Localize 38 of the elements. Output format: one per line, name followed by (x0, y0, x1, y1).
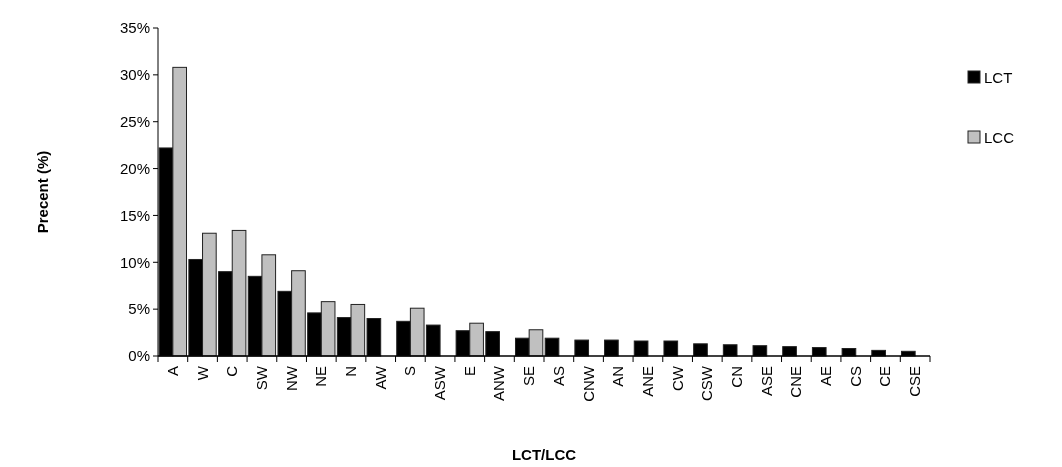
y-tick-label: 10% (119, 253, 150, 271)
x-tick-label: CS (846, 366, 864, 387)
x-tick-label: SE (520, 366, 538, 387)
x-tick-label: N (342, 366, 359, 377)
x-axis-title: LCT/LCC (511, 446, 577, 463)
x-tick-label: CN (728, 366, 745, 388)
y-axis-title: Precent (%) (34, 150, 51, 234)
x-tick-label: CSE (906, 366, 924, 397)
x-tick-label: E (460, 366, 478, 377)
legend-label: LCC (984, 129, 1015, 147)
x-tick-label: AN (609, 366, 627, 387)
y-tick-label: 35% (119, 19, 150, 37)
x-tick-label: ANE (638, 366, 656, 397)
x-tick-label: ANW (490, 365, 508, 401)
x-tick-label: A (163, 366, 181, 377)
x-tick-label: NW (282, 365, 300, 391)
x-tick-label: CE (876, 366, 894, 387)
legend-label: LCT (984, 69, 1013, 87)
x-tick-label: AE (817, 366, 835, 387)
y-tick-label: 5% (128, 300, 150, 318)
y-tick-label: 30% (119, 66, 150, 84)
y-tick-label: 25% (119, 112, 150, 130)
x-tick-label: CSW (698, 365, 716, 401)
x-tick-label: SW (252, 365, 270, 391)
x-tick-label: AS (549, 366, 567, 387)
x-tick-label: AW (371, 365, 389, 390)
x-tick-label: ASW (431, 365, 449, 401)
y-tick-label: 0% (128, 347, 150, 365)
x-tick-label: W (193, 365, 211, 381)
y-tick-label: 20% (119, 159, 150, 177)
x-tick-label: S (401, 366, 419, 377)
x-tick-label: CNW (579, 365, 597, 402)
x-tick-label: C (223, 365, 241, 377)
x-tick-label: NE (312, 366, 330, 387)
y-tick-label: 15% (119, 206, 150, 224)
x-tick-label: CNE (787, 366, 805, 398)
x-tick-label: ASE (757, 366, 775, 397)
x-tick-label: CW (668, 365, 686, 391)
